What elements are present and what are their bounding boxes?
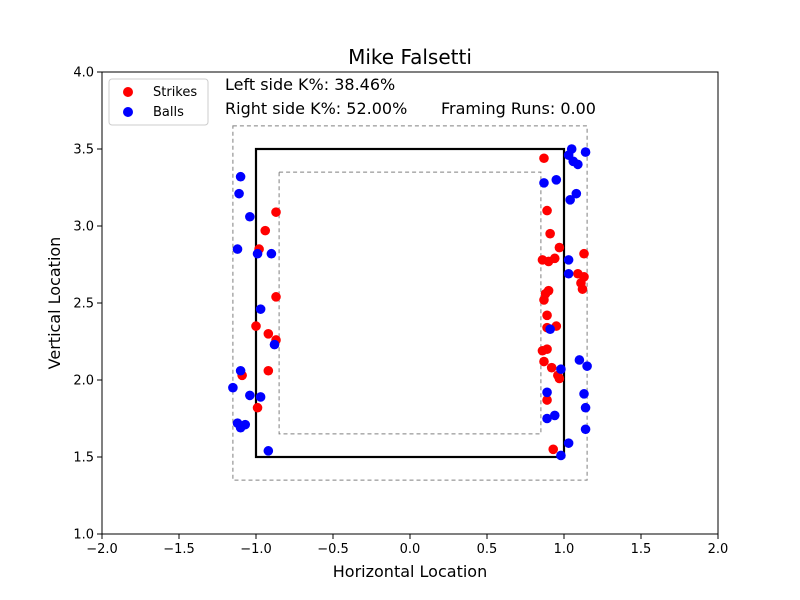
y-axis-label: Vertical Location bbox=[45, 237, 64, 370]
axes: −2.0 −1.5 −1.0 −0.5 0.0 0.5 1.0 1.5 2.0 1.0 1.5 2.0… bbox=[73, 66, 728, 558]
strike-point bbox=[252, 402, 263, 413]
zone-group bbox=[232, 125, 588, 481]
ball-point bbox=[266, 248, 277, 259]
strike-point bbox=[263, 329, 274, 339]
ball-point bbox=[580, 424, 591, 435]
inner-zone-box bbox=[278, 171, 542, 435]
legend-strikes-label: Strikes bbox=[153, 85, 197, 100]
ball-point bbox=[579, 389, 589, 399]
left-k-annotation: Left side K%: 38.46% bbox=[225, 75, 395, 94]
right-k-annotation: Right side K%: 52.00% bbox=[225, 99, 407, 118]
ball-point bbox=[235, 171, 246, 182]
strike-point bbox=[260, 225, 271, 236]
strike-point bbox=[543, 256, 554, 267]
ball-point bbox=[235, 365, 246, 376]
x-tick-label: −0.5 bbox=[317, 542, 349, 557]
strike-point bbox=[579, 248, 589, 259]
strike-point bbox=[542, 310, 552, 321]
x-axis-label: Horizontal Location bbox=[333, 562, 487, 581]
strike-point bbox=[263, 365, 274, 376]
ball-point bbox=[539, 178, 549, 188]
ball-point bbox=[235, 422, 246, 433]
x-tick-label: 0.5 bbox=[477, 542, 498, 557]
strike-point bbox=[539, 153, 549, 164]
y-tick-label: 2.5 bbox=[73, 297, 94, 312]
x-tick-label: −1.5 bbox=[163, 542, 195, 557]
y-tick-label: 3.5 bbox=[73, 143, 94, 158]
ball-point bbox=[571, 188, 582, 199]
ball-point bbox=[245, 211, 255, 222]
ball-point bbox=[573, 159, 583, 170]
ball-point bbox=[574, 355, 585, 365]
legend-balls-marker bbox=[123, 107, 133, 117]
ball-point bbox=[542, 413, 552, 424]
strike-point bbox=[542, 344, 552, 355]
legend: Strikes Balls bbox=[108, 78, 209, 126]
y-tick-label: 2.0 bbox=[73, 374, 94, 389]
ball-point bbox=[255, 304, 266, 314]
ball-point bbox=[255, 392, 266, 402]
y-tick-label: 3.0 bbox=[73, 220, 94, 235]
strike-point bbox=[554, 242, 565, 253]
chart-title: Mike Falsetti bbox=[348, 45, 472, 69]
ball-point bbox=[542, 387, 552, 398]
ball-point bbox=[556, 364, 566, 375]
y-tick-label: 1.0 bbox=[73, 528, 94, 543]
ball-point bbox=[545, 324, 555, 334]
ball-point bbox=[565, 195, 575, 205]
ball-point bbox=[245, 390, 255, 401]
ball-point bbox=[563, 255, 574, 265]
x-tick-label: −2.0 bbox=[86, 542, 118, 557]
legend-box bbox=[108, 78, 209, 126]
ball-point bbox=[269, 339, 280, 350]
strike-point bbox=[539, 356, 549, 367]
ball-point bbox=[263, 446, 274, 456]
ball-point bbox=[563, 438, 574, 448]
strike-point bbox=[545, 228, 555, 239]
strike-point bbox=[542, 395, 552, 405]
x-tick-label: 2.0 bbox=[708, 542, 729, 557]
ball-point bbox=[234, 188, 244, 199]
strike-point bbox=[548, 444, 559, 455]
ball-point bbox=[551, 175, 562, 185]
strike-point bbox=[271, 292, 281, 302]
x-tick-label: −1.0 bbox=[240, 542, 272, 557]
y-tick-label: 4.0 bbox=[73, 66, 94, 81]
ball-point bbox=[563, 268, 574, 279]
strike-point bbox=[554, 373, 565, 384]
strike-zone-box bbox=[254, 147, 566, 459]
ball-point bbox=[252, 248, 263, 259]
ball-point bbox=[232, 244, 243, 254]
x-tick-label: 0.0 bbox=[400, 542, 421, 557]
strike-point bbox=[542, 205, 552, 216]
strike-point bbox=[577, 284, 588, 294]
y-tick-label: 1.5 bbox=[73, 451, 94, 466]
legend-strikes-marker bbox=[123, 87, 133, 97]
ball-point bbox=[580, 147, 591, 157]
data-points bbox=[228, 144, 592, 461]
framing-runs-annotation: Framing Runs: 0.00 bbox=[441, 99, 596, 118]
ball-point bbox=[549, 410, 560, 421]
strike-point bbox=[546, 362, 557, 373]
ball-point bbox=[228, 382, 238, 393]
strike-point bbox=[251, 321, 261, 331]
x-tick-label: 1.5 bbox=[631, 542, 652, 557]
outer-zone-box bbox=[232, 125, 588, 481]
legend-balls-label: Balls bbox=[153, 105, 184, 120]
plot-frame bbox=[101, 71, 719, 535]
ball-point bbox=[556, 450, 566, 461]
ball-point bbox=[582, 361, 592, 371]
strike-point bbox=[539, 295, 549, 305]
x-tick-label: 1.0 bbox=[554, 542, 575, 557]
strike-point bbox=[271, 207, 281, 217]
ball-point bbox=[580, 402, 591, 413]
